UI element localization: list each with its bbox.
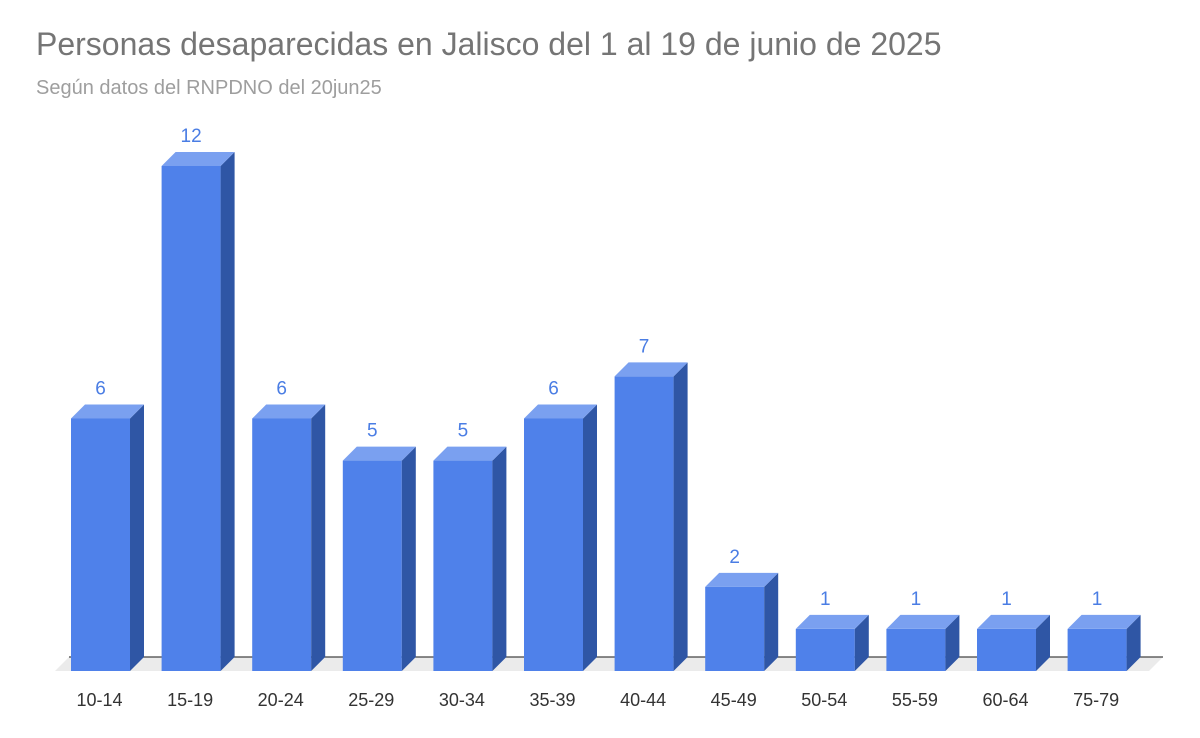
x-tick-label: 35-39	[529, 690, 575, 710]
bar-side	[220, 152, 235, 671]
data-label: 6	[95, 379, 106, 400]
x-tick-label: 15-19	[167, 690, 213, 710]
bar	[161, 152, 235, 671]
data-label: 5	[458, 421, 469, 442]
bar-side	[130, 404, 144, 671]
x-tick-label: 55-59	[892, 690, 938, 710]
bar	[252, 404, 326, 671]
bar-side	[764, 572, 779, 671]
x-tick-label: 40-44	[620, 690, 666, 710]
bar-top	[977, 614, 1050, 629]
bar-front	[342, 460, 402, 671]
bar-top	[705, 572, 779, 587]
bar-top	[886, 614, 960, 629]
data-label: 2	[729, 547, 740, 568]
bar-side	[945, 614, 960, 671]
x-tick-label: 20-24	[258, 690, 304, 710]
data-labels-group: 6 12 6 5 5 6 7 2 1 1 1 1	[95, 126, 1102, 610]
bar-top	[342, 446, 416, 461]
bar	[524, 404, 597, 671]
bar-side	[492, 446, 507, 671]
x-tick-label: 25-29	[348, 690, 394, 710]
data-label: 12	[181, 126, 202, 147]
bars-group	[71, 152, 1141, 671]
bar-top	[161, 152, 235, 166]
bar-top	[433, 446, 507, 461]
data-label: 1	[911, 589, 922, 610]
bar	[795, 614, 869, 671]
bar	[614, 362, 688, 671]
data-label: 5	[367, 421, 378, 442]
bar-front	[161, 166, 221, 671]
bar-front	[795, 628, 855, 671]
x-tick-label: 45-49	[711, 690, 757, 710]
data-label: 1	[1092, 589, 1103, 610]
x-tick-label: 50-54	[801, 690, 847, 710]
bar	[1067, 614, 1141, 671]
bar-side	[311, 404, 326, 671]
bar-top	[614, 362, 688, 377]
data-label: 1	[820, 589, 831, 610]
bar-front	[614, 376, 674, 671]
data-label: 1	[1001, 589, 1012, 610]
x-tick-labels-group: 10-14 15-19 20-24 25-29 30-34 35-39 40-44 45-49…	[76, 690, 1119, 710]
bar-side	[673, 362, 688, 671]
data-label: 7	[639, 336, 650, 357]
bar-top	[252, 404, 326, 419]
bar-side	[583, 404, 597, 671]
chart-floor	[55, 657, 1163, 671]
bar-front	[886, 628, 946, 671]
bar	[342, 446, 416, 671]
bar	[977, 614, 1050, 671]
bar-side	[401, 446, 416, 671]
bar-top	[524, 404, 597, 419]
x-tick-label: 10-14	[76, 690, 122, 710]
bar	[886, 614, 960, 671]
data-label: 6	[548, 379, 559, 400]
data-label: 6	[276, 379, 287, 400]
chart-title: Personas desaparecidas en Jalisco del 1 …	[36, 26, 942, 62]
bar-side	[854, 614, 869, 671]
bar-front	[433, 460, 493, 671]
bar	[433, 446, 507, 671]
bar	[71, 404, 144, 671]
bar-side	[1126, 614, 1141, 671]
x-tick-label: 60-64	[982, 690, 1028, 710]
bar-front	[705, 586, 765, 671]
bar-side	[1036, 614, 1050, 671]
bar-front	[977, 628, 1036, 671]
bar-top	[71, 404, 144, 419]
bar	[705, 572, 779, 671]
bar-front	[71, 418, 130, 671]
x-tick-label: 30-34	[439, 690, 485, 710]
bar-front	[1067, 628, 1127, 671]
bar-front	[252, 418, 312, 671]
x-tick-label: 75-79	[1073, 690, 1119, 710]
chart-subtitle: Según datos del RNPDNO del 20jun25	[36, 77, 382, 99]
bar-top	[795, 614, 869, 629]
bar-front	[524, 418, 583, 671]
bar-top	[1067, 614, 1141, 629]
